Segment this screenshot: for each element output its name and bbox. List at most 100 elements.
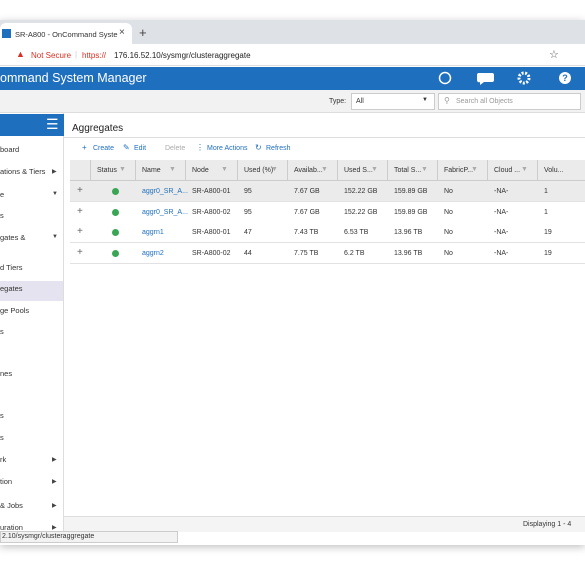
cell: 7.67 GB: [294, 208, 320, 216]
chat-icon[interactable]: [476, 73, 494, 85]
column-header[interactable]: Cloud ...: [494, 167, 521, 174]
bookmark-star[interactable]: ☆: [549, 49, 559, 61]
tab-title: SR-A800 - OnCommand Syste: [15, 30, 118, 39]
sidebar-item[interactable]: gates &: [0, 233, 26, 242]
column-header[interactable]: Used (%): [244, 167, 274, 174]
search-box[interactable]: [438, 93, 581, 110]
compass-icon[interactable]: [438, 71, 452, 85]
table-row[interactable]: [70, 201, 585, 223]
type-value: All: [356, 98, 364, 105]
cell: 6.2 TB: [344, 250, 365, 258]
main: board ations & Tiers ▶ e ▼ s gates & ▼ d Tiers eg…: [0, 20, 585, 545]
expand-icon[interactable]: +: [77, 226, 83, 238]
sidebar-item[interactable]: rk: [0, 455, 7, 464]
sidebar-item[interactable]: & Jobs: [0, 501, 23, 510]
sidebar-item[interactable]: ge Pools: [0, 306, 30, 315]
cell: No: [444, 188, 453, 195]
header-icons: ?: [438, 71, 571, 85]
column-header[interactable]: Name: [142, 167, 161, 174]
sidebar-arrow: ▶: [52, 479, 57, 485]
column-divider: [185, 160, 186, 181]
tab-close[interactable]: ×: [119, 27, 125, 38]
sidebar-item[interactable]: egates: [0, 284, 23, 293]
divider: |: [75, 50, 78, 59]
expand-icon[interactable]: +: [77, 185, 83, 196]
status-ok: [112, 229, 119, 237]
cell: 152.22 GB: [344, 208, 378, 216]
displaying: Displaying 1 - 4: [523, 521, 572, 528]
action-icon: ↻: [255, 143, 262, 152]
favicon: [2, 29, 11, 38]
sidebar-arrow: ▼: [52, 191, 58, 197]
action[interactable]: Refresh: [266, 145, 291, 152]
security-label[interactable]: Not Secure: [31, 51, 72, 60]
help-glyph: ?: [562, 73, 568, 83]
cell: 159.89 GB: [394, 188, 428, 195]
status-ok: [112, 208, 119, 216]
status-url: 2.10/sysmgr/clusteraggregate: [2, 533, 95, 540]
aggregate-link[interactable]: aggrn2: [142, 250, 164, 258]
column-header[interactable]: Availab...: [294, 167, 323, 174]
column-divider: [487, 160, 488, 181]
url[interactable]: 176.16.52.10/sysmgr/clusteraggregate: [114, 51, 251, 60]
search-placeholder: Search all Objects: [456, 98, 513, 105]
new-tab[interactable]: +: [139, 25, 147, 40]
status-ok: [112, 250, 119, 258]
table-row[interactable]: [70, 222, 585, 244]
cell: 7.67 GB: [294, 188, 320, 195]
cell: -NA-: [494, 250, 509, 258]
table-header: [70, 160, 585, 181]
column-header[interactable]: Volu...: [544, 167, 564, 174]
status-ok: [112, 188, 119, 195]
column-divider: [387, 160, 388, 181]
settings-icon[interactable]: [517, 71, 531, 85]
expand-icon[interactable]: +: [77, 247, 83, 259]
cell: 159.89 GB: [394, 208, 428, 216]
sidebar-item[interactable]: ations & Tiers: [0, 167, 46, 176]
filter-icon: ▼: [521, 166, 528, 173]
filter-icon: ▼: [119, 166, 126, 173]
cell: 7.43 TB: [294, 229, 319, 237]
sidebar-item[interactable]: d Tiers: [0, 263, 23, 272]
sidebar: [0, 113, 64, 543]
table-row[interactable]: [70, 181, 585, 202]
cell: SR-A800-01: [192, 188, 231, 195]
column-divider: [90, 160, 91, 181]
action[interactable]: Create: [93, 145, 115, 152]
aggregate-link[interactable]: aggrn1: [142, 229, 164, 237]
sidebar-item[interactable]: tion: [0, 477, 13, 486]
tab[interactable]: [0, 23, 132, 44]
column-divider: [537, 160, 538, 181]
expand-icon[interactable]: +: [77, 205, 83, 217]
cell: 1: [544, 208, 548, 216]
action[interactable]: Edit: [134, 145, 147, 152]
column-header[interactable]: Total S...: [394, 167, 422, 174]
warning-icon: ▲: [16, 49, 25, 59]
aggregate-link[interactable]: aggr0_SR_A...: [142, 188, 188, 195]
sidebar-item[interactable]: uration: [0, 523, 23, 532]
cell: 95: [244, 208, 252, 216]
sidebar-item[interactable]: s: [0, 411, 4, 420]
aggregate-link[interactable]: aggr0_SR_A...: [142, 208, 188, 216]
selected-item: [0, 281, 63, 301]
sidebar-item[interactable]: nes: [0, 369, 13, 378]
sidebar-item[interactable]: board: [0, 145, 20, 154]
type-select[interactable]: [351, 93, 435, 110]
cell: 19: [544, 250, 552, 258]
column-header[interactable]: Used S...: [344, 167, 373, 174]
sidebar-item[interactable]: s: [0, 433, 4, 442]
sidebar-item[interactable]: s: [0, 211, 4, 220]
cell: 47: [244, 229, 252, 237]
filter-icon: ▼: [271, 166, 278, 173]
sidebar-item[interactable]: e: [0, 190, 5, 199]
table-row[interactable]: [70, 243, 585, 265]
sidebar-item[interactable]: s: [0, 327, 4, 336]
column-divider: [135, 160, 136, 181]
help-icon[interactable]: [559, 72, 571, 84]
column-header[interactable]: FabricP...: [444, 167, 474, 174]
column-header[interactable]: Node: [192, 167, 209, 174]
action[interactable]: More Actions: [207, 145, 248, 152]
column-header[interactable]: Status: [97, 167, 117, 174]
menu-icon[interactable]: ☰: [46, 116, 59, 132]
cell: 6.53 TB: [344, 229, 369, 237]
